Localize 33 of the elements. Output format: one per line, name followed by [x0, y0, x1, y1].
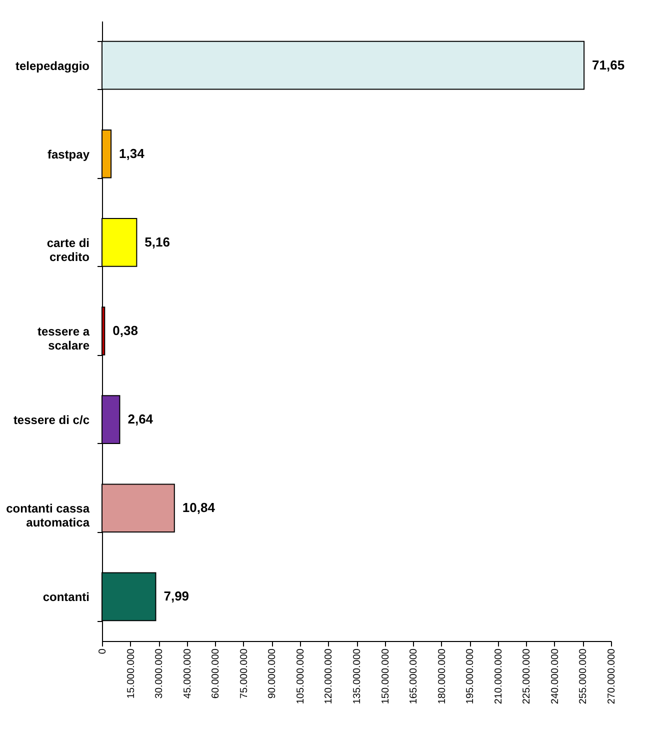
y-tick-label: fastpay [47, 147, 90, 162]
x-tick-label: 15.000.000 [126, 648, 137, 699]
y-tick-label: contanti [42, 590, 90, 604]
annotation: 2,64 [128, 412, 154, 427]
x-tick-label: 195.000.000 [465, 648, 476, 704]
annotation: 10,84 [182, 500, 216, 516]
y-tick-label: tessere di c/c [13, 413, 90, 428]
y-tick-label: tessere a scalare [37, 324, 90, 352]
annotation: 71,65 [592, 57, 625, 72]
annotation: 1,34 [119, 146, 146, 161]
x-tick-label: 150.000.000 [380, 648, 392, 704]
x-tick-label: 210.000.000 [493, 648, 504, 704]
x-tick-label: 105.000.000 [295, 648, 306, 704]
y-tick-label: contanti cassa automatica [6, 502, 90, 530]
x-tick-label: 240.000.000 [550, 648, 561, 704]
x-tick-label: 135.000.000 [352, 648, 363, 704]
annotation: 0,38 [112, 323, 138, 338]
x-tick-label: 120.000.000 [324, 648, 335, 704]
x-tick-label: 225.000.000 [522, 648, 533, 704]
x-tick-label: 270.000.000 [606, 648, 618, 704]
y-tick-label: carte di credito [46, 236, 90, 264]
annotation: 7,99 [164, 588, 190, 604]
y-tick-label: telepedaggio [15, 58, 90, 73]
x-tick-label: 180.000.000 [436, 648, 448, 704]
x-tick-label: 90.000.000 [267, 648, 278, 699]
x-tick-label: 75.000.000 [238, 648, 250, 699]
x-tick-label: 255.000.000 [578, 648, 590, 704]
x-tick-label: 30.000.000 [154, 648, 166, 699]
x-tick-label: 165.000.000 [408, 648, 420, 704]
x-tick-label: 60.000.000 [210, 648, 222, 699]
x-tick-label: 45.000.000 [182, 648, 194, 699]
x-tick-label: 0 [98, 648, 108, 654]
annotation: 5,16 [144, 234, 170, 250]
